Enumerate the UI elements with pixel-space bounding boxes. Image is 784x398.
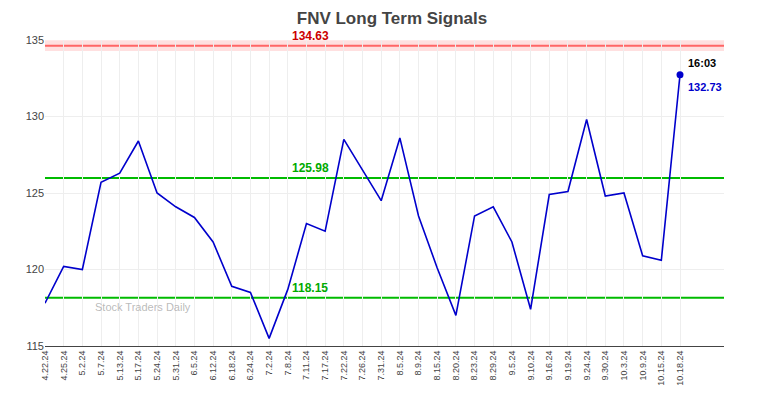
svg-text:5.2.24: 5.2.24	[77, 351, 87, 376]
svg-text:5.17.24: 5.17.24	[133, 351, 143, 381]
svg-text:9.19.24: 9.19.24	[563, 351, 573, 381]
svg-text:4.25.24: 4.25.24	[59, 351, 69, 381]
svg-text:8.20.24: 8.20.24	[451, 351, 461, 381]
svg-text:134.63: 134.63	[292, 29, 329, 43]
svg-text:6.18.24: 6.18.24	[227, 351, 237, 381]
svg-text:7.17.24: 7.17.24	[320, 351, 330, 381]
svg-text:9.5.24: 9.5.24	[507, 351, 517, 376]
svg-text:7.11.24: 7.11.24	[301, 351, 311, 380]
svg-text:115: 115	[26, 340, 44, 352]
svg-text:130: 130	[26, 110, 44, 122]
svg-text:10.9.24: 10.9.24	[638, 351, 648, 381]
svg-text:9.24.24: 9.24.24	[582, 351, 592, 381]
svg-text:4.22.24: 4.22.24	[40, 351, 50, 381]
svg-text:7.22.24: 7.22.24	[339, 351, 349, 381]
svg-text:FNV Long Term Signals: FNV Long Term Signals	[297, 9, 487, 28]
svg-text:8.15.24: 8.15.24	[432, 351, 442, 381]
svg-text:7.31.24: 7.31.24	[376, 351, 386, 381]
svg-text:7.2.24: 7.2.24	[264, 351, 274, 376]
svg-text:10.15.24: 10.15.24	[656, 351, 666, 386]
svg-text:16:03: 16:03	[688, 57, 716, 69]
svg-text:6.24.24: 6.24.24	[245, 351, 255, 381]
svg-text:8.29.24: 8.29.24	[488, 351, 498, 381]
svg-text:5.31.24: 5.31.24	[171, 351, 181, 381]
svg-text:5.7.24: 5.7.24	[96, 351, 106, 376]
svg-text:125: 125	[26, 187, 44, 199]
svg-text:118.15: 118.15	[292, 281, 328, 295]
svg-text:7.26.24: 7.26.24	[357, 351, 367, 381]
svg-text:8.5.24: 8.5.24	[395, 351, 405, 376]
svg-text:9.30.24: 9.30.24	[600, 351, 610, 381]
svg-text:8.23.24: 8.23.24	[469, 351, 479, 381]
svg-text:8.9.24: 8.9.24	[413, 351, 423, 376]
svg-text:135: 135	[26, 34, 44, 46]
svg-text:125.98: 125.98	[292, 161, 329, 175]
svg-text:10.18.24: 10.18.24	[675, 351, 685, 386]
svg-text:7.8.24: 7.8.24	[283, 351, 293, 376]
svg-text:132.73: 132.73	[688, 81, 722, 93]
svg-text:5.24.24: 5.24.24	[152, 351, 162, 381]
svg-text:Stock Traders Daily: Stock Traders Daily	[95, 301, 191, 313]
svg-text:10.3.24: 10.3.24	[619, 351, 629, 381]
svg-text:9.10.24: 9.10.24	[526, 351, 536, 381]
svg-text:6.12.24: 6.12.24	[208, 351, 218, 381]
svg-text:120: 120	[26, 263, 44, 275]
svg-text:5.13.24: 5.13.24	[115, 351, 125, 381]
svg-text:9.16.24: 9.16.24	[544, 351, 554, 381]
svg-text:6.5.24: 6.5.24	[189, 351, 199, 376]
